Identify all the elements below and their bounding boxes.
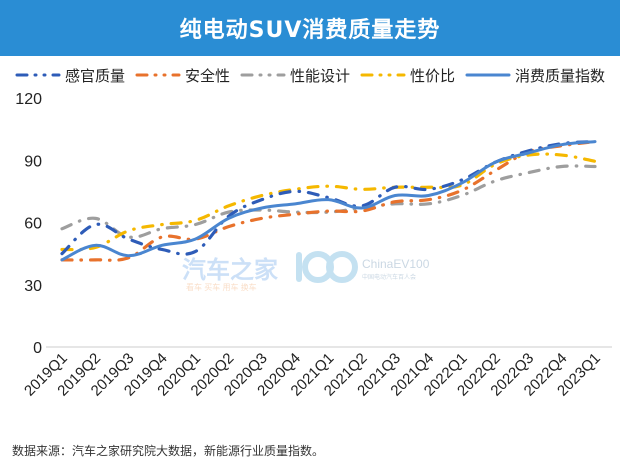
legend-item: 性能设计 — [240, 65, 350, 86]
legend-item: 消费质量指数 — [465, 65, 605, 86]
legend-swatch-icon — [360, 73, 406, 77]
line-chart: 汽车之家 看车 买车 用车 换车 ChinaEV100 中国电动汽车百人会 0 30 60 9… — [0, 88, 620, 428]
legend-item: 安全性 — [135, 65, 230, 86]
watermark-brand: 汽车之家 — [182, 256, 278, 284]
title-banner: 纯电动SUV消费质量走势 — [0, 0, 620, 56]
watermark-logo-sub: 中国电动汽车百人会 — [362, 273, 416, 281]
y-tick-label: 120 — [15, 91, 42, 108]
legend-label: 安全性 — [184, 66, 230, 85]
legend-swatch-icon — [465, 73, 511, 77]
legend-swatch-icon — [240, 73, 286, 77]
y-tick-label: 0 — [33, 340, 42, 357]
chart-legend: 感官质量 安全性 性能设计 性价比 消费质量指数 — [0, 62, 620, 88]
data-source-note: 数据来源：汽车之家研究院大数据，新能源行业质量指数。 — [12, 444, 325, 458]
legend-item: 感官质量 — [15, 65, 125, 86]
chart-title: 纯电动SUV消费质量走势 — [179, 18, 441, 43]
watermark-logo-text: ChinaEV100 — [362, 257, 430, 271]
legend-label: 消费质量指数 — [515, 66, 606, 85]
y-tick-label: 90 — [24, 153, 42, 170]
legend-swatch-icon — [135, 73, 181, 77]
series-line — [60, 164, 597, 239]
watermark-slogan: 看车 买车 用车 换车 — [186, 282, 257, 292]
y-tick-label: 60 — [24, 216, 42, 233]
legend-swatch-icon — [15, 73, 61, 77]
legend-label: 性能设计 — [289, 66, 350, 85]
y-tick-label: 30 — [24, 278, 42, 295]
legend-label: 感官质量 — [64, 66, 125, 85]
series-line — [60, 152, 597, 252]
legend-label: 性价比 — [410, 66, 456, 85]
series-line — [60, 140, 597, 262]
series-line — [60, 139, 597, 262]
legend-item: 性价比 — [360, 65, 455, 86]
